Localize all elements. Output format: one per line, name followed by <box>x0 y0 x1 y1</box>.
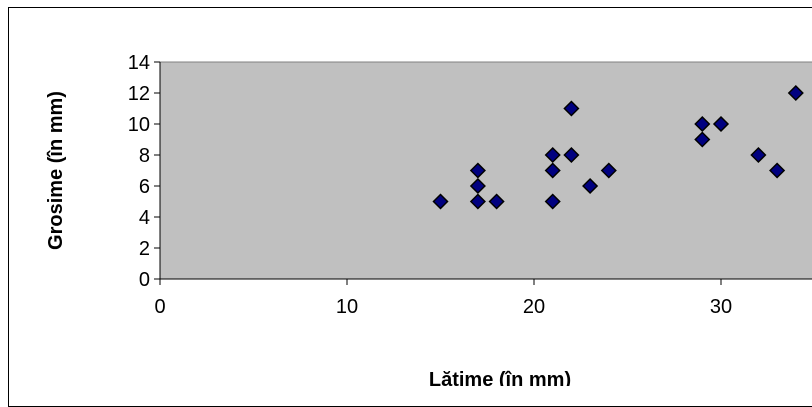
data-point <box>544 146 561 164</box>
data-point <box>582 177 599 195</box>
data-point <box>750 146 767 164</box>
y-tick-label: 14 <box>128 52 150 74</box>
y-tick-label: 12 <box>128 83 150 105</box>
data-point <box>469 193 486 210</box>
data-point <box>600 162 617 179</box>
y-tick-label: 8 <box>139 145 150 167</box>
x-tick-label: 30 <box>710 296 732 318</box>
x-axis: 0 10 20 30 <box>154 278 812 318</box>
data-points <box>432 84 804 210</box>
data-point <box>432 193 449 210</box>
data-point <box>544 193 561 210</box>
data-point <box>712 115 730 133</box>
x-tick-label: 10 <box>336 296 358 318</box>
x-tick-label: 0 <box>154 296 165 318</box>
scatter-chart: 0 2 4 6 8 10 12 14 0 10 20 30 Grosime (în mm) Lăți… <box>45 52 812 386</box>
data-point <box>563 146 580 164</box>
data-point <box>769 162 786 179</box>
y-tick-label: 4 <box>139 207 150 229</box>
data-point <box>563 100 580 117</box>
y-tick-label: 6 <box>139 176 150 198</box>
y-tick-label: 0 <box>139 269 150 291</box>
data-point <box>488 193 505 210</box>
data-point <box>469 177 486 195</box>
y-tick-label: 2 <box>139 238 150 260</box>
y-axis: 0 2 4 6 8 10 12 14 <box>128 52 161 291</box>
data-point <box>694 131 711 148</box>
plot-area <box>159 61 812 280</box>
data-point <box>787 84 804 102</box>
data-point <box>544 162 561 179</box>
x-tick-label: 20 <box>523 296 545 318</box>
data-point <box>694 115 711 133</box>
y-axis-title: Grosime (în mm) <box>45 91 67 250</box>
y-tick-label: 10 <box>128 114 150 136</box>
data-point <box>469 162 486 179</box>
x-axis-title: Lățime (în mm) <box>429 369 571 386</box>
